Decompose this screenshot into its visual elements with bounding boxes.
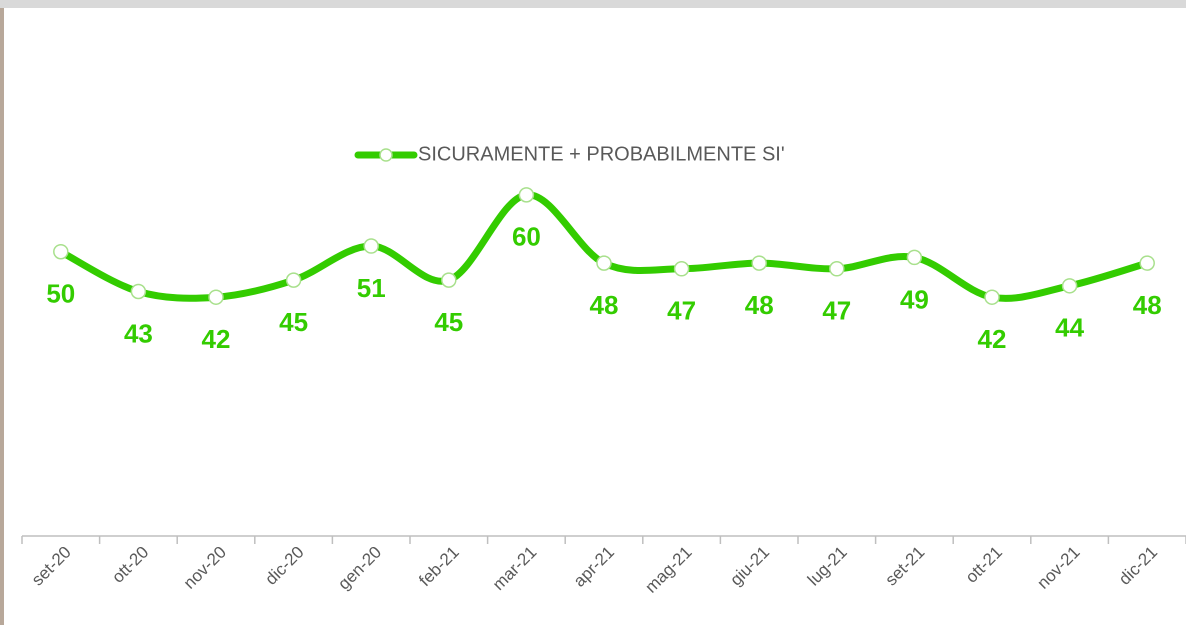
x-tick-label: ott-20 [108,543,152,587]
data-label: 42 [202,324,231,354]
data-label: 60 [512,222,541,252]
legend-marker [379,148,393,162]
x-tick-label: mag-21 [641,543,695,597]
x-tick-label: mar-21 [489,543,541,595]
x-tick-label: nov-20 [180,543,230,593]
data-label: 49 [900,284,929,314]
marker [130,283,147,300]
marker [53,243,69,260]
data-label: 42 [978,324,1007,354]
x-tick-label: lug-21 [804,543,851,590]
marker [673,261,690,277]
left-edge [0,8,4,625]
data-label: 45 [279,307,308,337]
data-label: 45 [434,307,463,337]
data-label: 47 [667,296,696,326]
x-tick-label: dic-21 [1115,543,1161,589]
x-tick-label: set-21 [882,543,929,590]
x-tick-label: feb-21 [415,543,463,591]
data-label: 48 [745,290,774,320]
marker [829,261,845,277]
data-label: 48 [1133,290,1162,320]
data-label: 51 [357,273,386,303]
marker [285,272,302,288]
data-label: 44 [1055,313,1084,343]
legend-label: SICURAMENTE + PROBABILMENTE SI' [418,143,785,165]
marker [1061,278,1078,294]
x-tick-label: dic-20 [261,543,307,589]
x-tick-label: ott-21 [962,543,1006,587]
marker [363,238,379,254]
x-tick-label: nov-21 [1033,543,1083,593]
line [57,191,1151,302]
data-label: 47 [822,296,851,326]
marker [596,255,612,271]
marker [208,289,224,305]
x-tick-label: giu-21 [726,543,773,590]
marker [518,187,535,203]
x-tick-label: set-20 [28,543,75,590]
top-bar [0,0,1186,8]
data-label: 48 [590,290,619,320]
marker [751,255,767,271]
data-label: 50 [46,279,75,309]
marker [441,272,457,288]
marker [984,289,1000,305]
marker [906,249,923,266]
x-tick-label: apr-21 [570,543,618,591]
data-label: 43 [124,318,153,348]
x-tick-label: gen-20 [334,543,385,594]
marker [1139,255,1155,271]
